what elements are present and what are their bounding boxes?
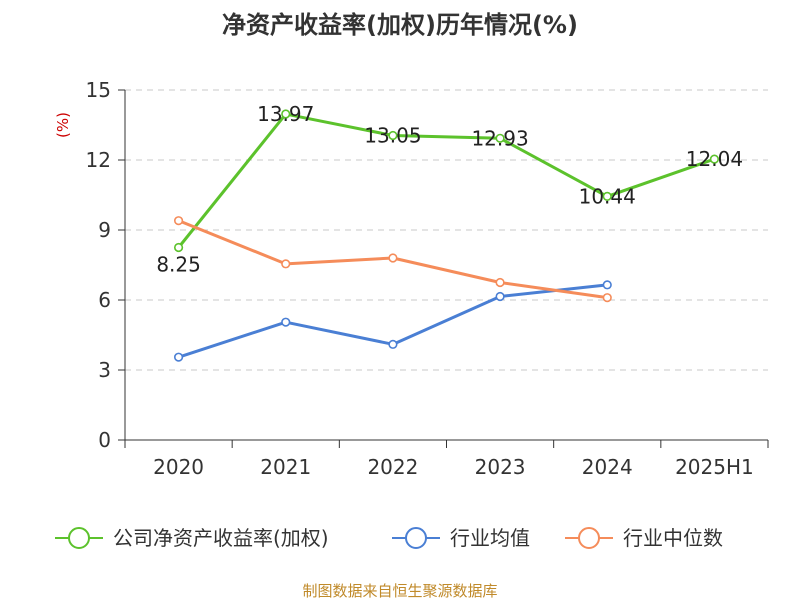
legend-swatch-marker-2	[578, 527, 600, 549]
series-0-point-2022	[388, 130, 398, 141]
data-label-2020: 8.25	[156, 253, 201, 277]
series-1-point-2023	[495, 291, 505, 302]
series-2-point-2020	[173, 216, 184, 226]
x-tick-label-2024: 2024	[582, 455, 633, 479]
legend-swatch-marker-1	[405, 527, 427, 549]
series-0-point-2020	[173, 242, 184, 253]
x-tick-label-2021: 2021	[260, 455, 311, 479]
series-1-point-2020	[173, 352, 184, 362]
legend-swatch-marker-0	[68, 527, 90, 549]
series-0-point-2024	[602, 191, 612, 201]
series-2-point-2021	[281, 259, 291, 269]
series-lines	[173, 109, 720, 362]
series-0-point-2023	[495, 133, 505, 143]
chart-title: 净资产收益率(加权)历年情况(%)	[222, 11, 578, 39]
legend-label-0: 公司净资产收益率(加权)	[113, 526, 329, 550]
y-tick-label-3: 3	[98, 358, 111, 382]
x-tick-label-2020: 2020	[153, 455, 204, 479]
series-2-point-2023	[495, 277, 505, 288]
source-note: 制图数据来自恒生聚源数据库	[302, 582, 497, 600]
series-1-point-2024	[602, 280, 612, 290]
data-label-2023: 12.93	[471, 126, 528, 150]
y-tick-label-6: 6	[98, 288, 111, 312]
data-label-2021: 13.97	[257, 102, 314, 126]
series-line-0	[177, 112, 715, 249]
data-label-2024: 10.44	[579, 184, 636, 208]
series-2-point-2022	[388, 253, 398, 263]
y-axis-unit-label: (%)	[54, 112, 72, 138]
grid-lines	[125, 89, 768, 371]
x-tick-label-2022: 2022	[367, 455, 418, 479]
legend-label-1: 行业均值	[450, 526, 530, 550]
x-tick-label-2025H1: 2025H1	[675, 455, 754, 479]
data-label-2022: 13.05	[364, 124, 421, 148]
series-1-point-2022	[388, 339, 398, 349]
axes: 0 3 6 9 12 15 2020 2021 2022 2023 2024 2025H1	[86, 78, 769, 479]
data-label-2025H1: 12.04	[686, 147, 743, 171]
y-tick-label-15: 15	[86, 78, 111, 102]
data-labels: 8.25 13.97 13.05 12.93 10.44 12.04	[156, 102, 743, 276]
y-tick-label-12: 12	[86, 148, 111, 172]
legend: 公司净资产收益率(加权) 行业均值 行业中位数	[55, 526, 723, 550]
series-0-point-2021	[281, 109, 291, 119]
legend-label-2: 行业中位数	[623, 526, 723, 550]
y-tick-label-9: 9	[98, 218, 111, 242]
y-tick-label-0: 0	[98, 428, 111, 452]
series-1-point-2021	[281, 317, 291, 327]
x-tick-label-2023: 2023	[475, 455, 526, 479]
series-0-point-2025H1	[709, 154, 720, 164]
series-2-point-2024	[602, 293, 612, 303]
